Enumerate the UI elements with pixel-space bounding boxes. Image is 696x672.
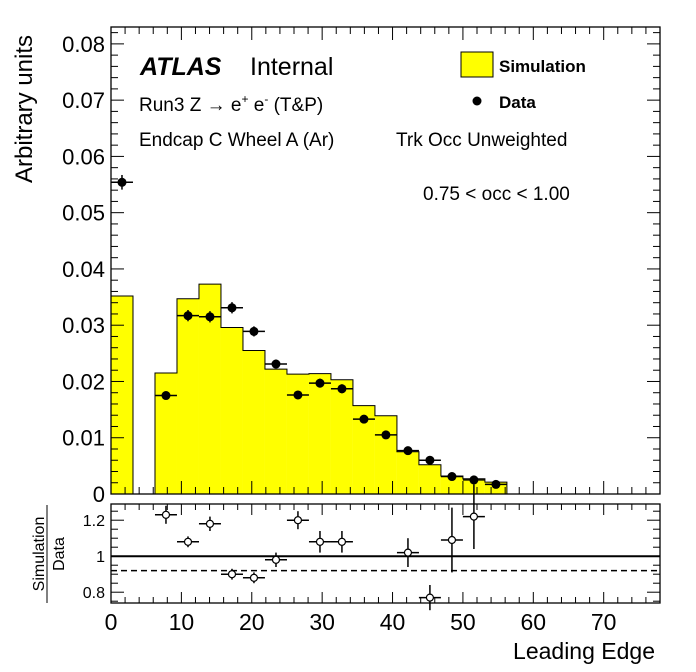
x-axis: 0 10 20 30 40 50 60 70: [105, 504, 661, 635]
region-label: Endcap C Wheel A (Ar): [139, 130, 334, 151]
ratio-point: [227, 570, 237, 579]
data-point: [403, 446, 413, 456]
simulation-bar: [242, 350, 265, 494]
simulation-bar: [418, 464, 441, 494]
data-point: [315, 378, 325, 388]
data-point: [271, 359, 281, 369]
simulation-bar: [396, 451, 419, 494]
simulation-bar: [198, 284, 221, 494]
main-plot-frame: [110, 26, 661, 495]
data-point: [381, 430, 391, 440]
x-tick-label: 70: [591, 609, 617, 635]
data-point: [249, 326, 259, 336]
x-tick-label: 20: [239, 609, 265, 635]
ratio-point: [337, 537, 347, 546]
simulation-histogram: [110, 283, 508, 495]
main-y-axis: 0 0.01 0.02 0.03 0.04 0.05 0.06 0.07 0.08: [62, 32, 660, 507]
data-point: [469, 475, 479, 485]
ratio-panel: 0.811.2 0 10 20 30 40 50 60 70 Simulation Data …: [31, 484, 661, 664]
ratio-y-axis-label: Simulation Data: [31, 505, 68, 603]
ratio-plot-background: [111, 504, 660, 603]
ratio-points: [154, 484, 485, 611]
y-tick-label: 0.01: [62, 426, 105, 451]
data-point: [447, 472, 457, 482]
ratio-point: [315, 537, 325, 546]
y-tick-label: 0.07: [62, 88, 105, 113]
legend-simulation-label: Simulation: [499, 57, 586, 76]
data-point: [337, 384, 347, 394]
x-tick-label: 50: [450, 609, 476, 635]
simulation-bar: [330, 379, 353, 494]
ratio-point: [293, 516, 303, 525]
y-tick-label: 0.02: [62, 369, 105, 394]
ratio-y-tick-label: 0.8: [83, 585, 105, 602]
selection-label: 0.75 < occ < 1.00: [423, 184, 570, 205]
x-tick-label: 60: [521, 609, 547, 635]
legend-simulation-swatch: [460, 51, 494, 78]
ratio-point: [425, 593, 435, 602]
legend-data-marker: [472, 96, 482, 106]
ratio-point: [403, 548, 413, 557]
data-point: [161, 391, 171, 401]
y-tick-label: 0.06: [62, 144, 105, 169]
ratio-y-axis: 0.8 1 1.2: [83, 510, 660, 602]
simulation-bar: [308, 373, 331, 494]
atlas-label: ATLAS: [139, 53, 222, 81]
y-tick-label: 0.04: [62, 257, 105, 282]
simulation-bar: [352, 405, 375, 494]
simulation-bar: [176, 298, 199, 494]
x-tick-label: 0: [105, 609, 118, 635]
ratio-point: [271, 555, 281, 564]
ratio-point: [161, 510, 171, 519]
ratio-y-tick-label: 1.2: [83, 513, 105, 530]
y-tick-label: 0.05: [62, 201, 105, 226]
data-point: [491, 479, 501, 489]
y-tick-label: 0: [93, 482, 105, 507]
simulation-bar: [374, 415, 397, 494]
simulation-bar: [111, 295, 133, 494]
simulation-bar: [286, 374, 309, 494]
weighting-label: Trk Occ Unweighted: [396, 130, 567, 151]
y-tick-label: 0.08: [62, 32, 105, 57]
x-tick-label: 10: [169, 609, 195, 635]
main-y-axis-label: Arbitrary units: [11, 35, 38, 183]
legend-data-label: Data: [499, 93, 536, 112]
ratio-plot-frame: [110, 503, 661, 604]
ratio-point: [249, 573, 259, 582]
ratio-point: [469, 512, 479, 521]
y-tick-label: 0.03: [62, 313, 105, 338]
ratio-y-tick-label: 1: [96, 549, 105, 566]
internal-label: Internal: [250, 53, 333, 81]
ratio-reference-lines: [111, 555, 660, 572]
data-point: [425, 455, 435, 465]
ratio-point: [205, 519, 215, 528]
data-point: [117, 177, 127, 187]
data-points: [110, 174, 507, 489]
data-point: [205, 312, 215, 322]
simulation-bar: [264, 369, 287, 494]
ratio-point: [183, 537, 193, 546]
x-tick-label: 30: [309, 609, 335, 635]
main-panel: 0 0.01 0.02 0.03 0.04 0.05 0.06 0.07 0.08 Arbitr…: [11, 26, 661, 507]
simulation-outline: [110, 283, 508, 495]
legend: Simulation Data: [460, 51, 586, 112]
data-point: [227, 303, 237, 313]
ratio-y-label-denominator: Data: [51, 537, 68, 571]
main-x-axis-ticks: [110, 27, 661, 494]
x-tick-label: 40: [380, 609, 406, 635]
data-point: [183, 311, 193, 321]
simulation-bar: [154, 373, 177, 494]
data-point: [293, 390, 303, 400]
simulation-bar: [440, 475, 463, 494]
simulation-bar: [220, 327, 243, 494]
ratio-point: [447, 535, 457, 545]
data-point: [359, 414, 369, 424]
x-axis-label: Leading Edge: [513, 638, 655, 664]
ratio-y-label-numerator: Simulation: [31, 517, 48, 592]
process-label: Run3 Z → e+ e- (T&P): [139, 92, 323, 116]
